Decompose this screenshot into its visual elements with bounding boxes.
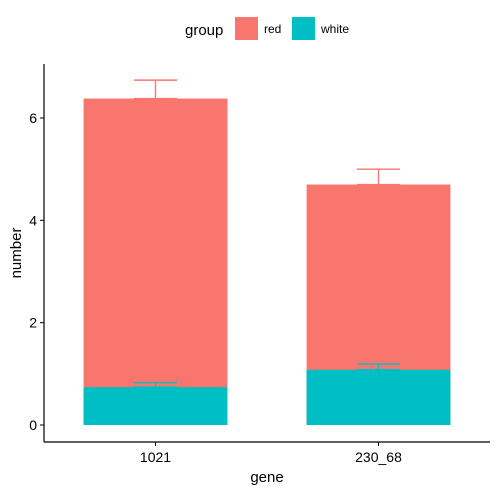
y-tick-label: 6 <box>29 110 37 126</box>
y-tick-label: 4 <box>29 212 37 228</box>
x-tick-label: 230_68 <box>355 449 402 465</box>
legend: group red white <box>185 17 349 40</box>
bars-layer <box>83 98 451 425</box>
x-axis-ticks: 1021 230_68 <box>140 442 402 465</box>
x-axis-title: gene <box>250 469 283 486</box>
y-axis-title: number <box>8 228 25 279</box>
legend-label-white: white <box>320 22 349 36</box>
bar-red <box>83 98 228 425</box>
x-tick-label: 1021 <box>140 449 171 465</box>
legend-label-red: red <box>264 22 281 36</box>
bar-white <box>83 387 228 425</box>
y-tick-label: 2 <box>29 315 37 331</box>
legend-key-white <box>292 17 315 40</box>
y-axis-ticks: 0 2 4 6 <box>29 110 44 433</box>
legend-key-red <box>235 17 258 40</box>
legend-title: group <box>185 22 223 39</box>
y-tick-label: 0 <box>29 417 37 433</box>
errorbars-layer <box>133 79 401 388</box>
bar-white <box>306 369 451 425</box>
